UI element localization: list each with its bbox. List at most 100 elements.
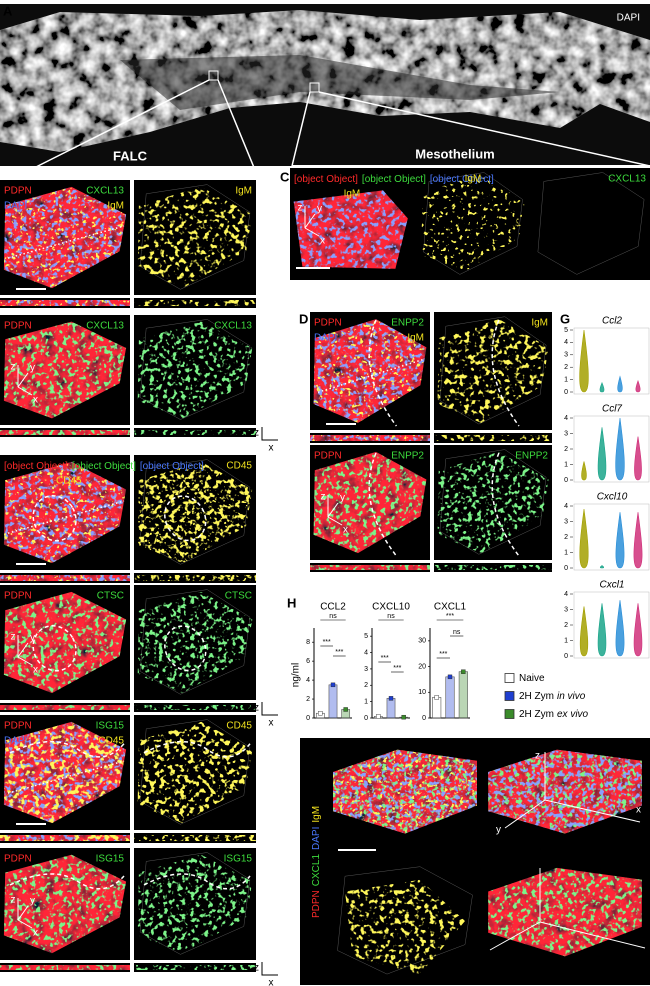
channel-label: ISG15 [96,721,125,732]
y-tick-label: 3 [564,518,568,525]
channel-label: CD45 [56,476,82,487]
violin [615,512,625,569]
channel-label: PDPN [314,451,342,462]
axis-label: z [254,963,259,974]
fluorescence [3,854,127,954]
chart-title: CXCL10 [372,602,410,613]
y-tick-label: 1 [564,549,568,556]
channel-label: CXCL13 [86,186,124,197]
channel-label: PDPN [4,321,32,332]
fluorescence [3,461,127,564]
channel-label: [object Object] [430,174,494,185]
significance-label: ns [329,613,337,620]
y-tick-label: 2 [364,682,368,689]
region-label: FALC [113,148,148,163]
section-signal [134,430,256,435]
fluorescence [488,867,642,957]
panel-label: A [3,3,13,18]
section-signal [134,965,256,970]
y-tick-label: 20 [418,663,426,670]
axes-3d [504,752,641,829]
violin [597,603,607,657]
channel-label: CXCL1 [311,854,322,887]
strip-axes [261,427,278,441]
fluorescence [3,321,127,419]
fluorescence [421,174,525,274]
panel-label: D [299,311,308,326]
strip-axes [261,962,278,976]
channel-label: DAPI [617,13,640,24]
region-outline [368,319,398,427]
channel-label: IgM [531,318,548,329]
chart-title: CXCL1 [434,602,467,613]
y-tick-label: 3 [564,352,568,359]
significance-label: ns [453,629,461,636]
axis-label: z [11,632,16,643]
fluorescence [333,749,477,834]
legend-name: 2H Zym [519,691,554,702]
violin [633,512,643,569]
region-label: Mesothelium [415,146,494,161]
axis-label: y [30,896,35,907]
violin-frame [573,591,650,659]
tissue-core [120,55,560,110]
y-tick-label: 5 [564,327,568,334]
axis-label: z [535,751,540,762]
violin [579,606,589,657]
channel-label: [object Object] [72,461,136,472]
axis-label: z [321,492,326,503]
channel-label: [object Object] [140,461,204,472]
channel-label: DAPI [311,827,322,850]
channel-label: CXCL13 [86,321,124,332]
channel-label: PDPN [311,890,322,918]
section-signal [134,835,256,841]
y-tick-label: 4 [564,339,568,346]
violin-title: Cxcl1 [599,580,624,591]
chart-title: CCL2 [320,602,346,613]
fluorescence [345,879,465,975]
section-line [7,760,125,794]
channel-label: CD45 [98,736,124,747]
section-signal [0,835,130,841]
fluorescence [137,721,253,824]
axis-label: x [636,805,641,816]
section-signal [0,705,130,710]
axes-3d [17,365,33,396]
y-tick-label: 2 [564,446,568,453]
channel-label: CD45 [226,721,252,732]
bar-marker [401,714,406,720]
zoom-box [208,70,219,81]
channel-label: ENPP2 [515,451,548,462]
region-bracket [30,165,650,171]
channel-label: PDPN [4,186,32,197]
y-tick-label: 3 [364,666,368,673]
region-outline [32,495,77,542]
y-tick-label: 2 [564,622,568,629]
section-line [7,500,125,534]
axis-label: x [33,395,38,406]
legend-swatch [504,691,515,701]
y-tick-label: 0 [564,653,568,660]
legend-swatch [504,673,515,683]
y-tick-label: 10 [418,689,426,696]
section-signal [0,430,130,435]
channel-line: [object Object] [object Object] [object Ob… [294,174,494,185]
violin [597,427,607,481]
legend-italic: ex vivo [557,709,589,720]
fluorescence [293,190,408,269]
bar [458,671,468,719]
section-signal [310,565,430,570]
region-outline [143,740,251,758]
region-outline [143,873,251,890]
legend-italic: in vivo [557,691,586,702]
significance-label: *** [393,665,401,672]
volume-outline [537,172,645,275]
violin [635,379,641,393]
channel-label: PDPN [4,721,32,732]
channel-label: [object Object] [4,461,68,472]
region-outline [368,452,397,557]
axis-label: x [343,525,348,536]
